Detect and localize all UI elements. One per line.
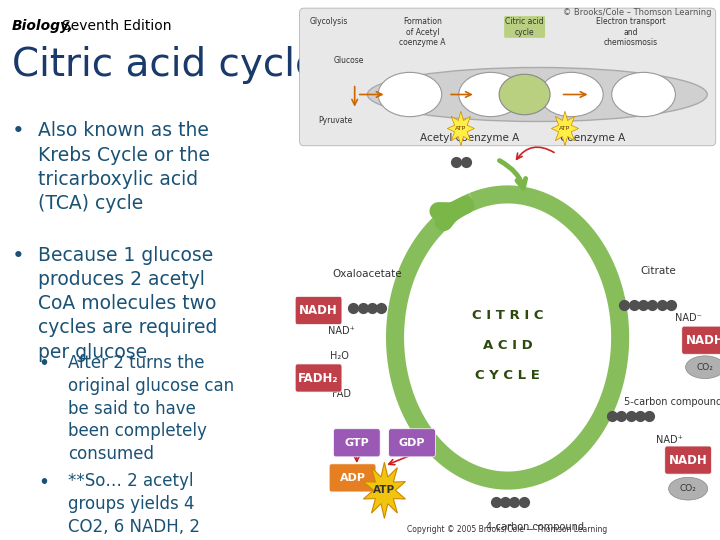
Point — [490, 498, 501, 507]
Text: FAD: FAD — [333, 389, 351, 399]
Point — [625, 411, 636, 420]
Ellipse shape — [459, 72, 523, 117]
FancyBboxPatch shape — [389, 429, 436, 457]
Point — [606, 411, 618, 420]
Ellipse shape — [612, 72, 675, 117]
FancyBboxPatch shape — [333, 429, 380, 457]
Point — [616, 411, 627, 420]
Text: NADH: NADH — [685, 334, 720, 347]
Point — [634, 411, 646, 420]
Ellipse shape — [367, 68, 707, 122]
Text: Oxaloacetate: Oxaloacetate — [333, 269, 402, 279]
Text: C Y C L E: C Y C L E — [475, 369, 540, 382]
Polygon shape — [364, 462, 405, 518]
Text: Copyright © 2005 Brooks/Cole — Thomson Learning: Copyright © 2005 Brooks/Cole — Thomson L… — [408, 524, 608, 534]
Point — [644, 411, 655, 420]
Point — [656, 301, 667, 309]
Point — [665, 301, 677, 309]
Point — [499, 498, 510, 507]
Point — [348, 303, 359, 312]
Point — [637, 301, 649, 309]
FancyBboxPatch shape — [329, 464, 376, 492]
Text: NAD⁻: NAD⁻ — [675, 313, 701, 323]
Point — [357, 303, 369, 312]
Ellipse shape — [499, 74, 550, 115]
Text: NAD⁺: NAD⁺ — [656, 435, 683, 445]
Text: FADH₂: FADH₂ — [298, 372, 339, 384]
Text: •: • — [12, 246, 24, 266]
Text: Glycolysis: Glycolysis — [310, 17, 348, 26]
Text: After 2 turns the
original glucose can
be said to have
been completely
consumed: After 2 turns the original glucose can b… — [68, 354, 234, 463]
Ellipse shape — [539, 72, 603, 117]
Text: ATP: ATP — [374, 485, 395, 495]
Text: NAD⁺: NAD⁺ — [328, 326, 356, 336]
Polygon shape — [552, 111, 579, 146]
Text: ADP: ADP — [340, 473, 366, 483]
Text: Electron transport
and
chemiosmosis: Electron transport and chemiosmosis — [596, 17, 666, 47]
Text: Seventh Edition: Seventh Edition — [62, 19, 171, 33]
Text: ATP: ATP — [455, 126, 467, 131]
Text: CO₂: CO₂ — [697, 363, 714, 372]
FancyBboxPatch shape — [682, 326, 720, 354]
Text: 5-carbon compound: 5-carbon compound — [624, 397, 720, 407]
Point — [628, 301, 639, 309]
FancyBboxPatch shape — [665, 446, 711, 474]
Polygon shape — [447, 111, 474, 146]
Text: H₂O: H₂O — [330, 351, 349, 361]
Ellipse shape — [669, 477, 708, 500]
Ellipse shape — [378, 72, 442, 117]
Point — [460, 158, 472, 166]
Text: Biology,: Biology, — [12, 19, 74, 33]
Text: NADH: NADH — [669, 454, 708, 467]
Text: GTP: GTP — [344, 438, 369, 448]
Text: A C I D: A C I D — [482, 339, 533, 352]
FancyBboxPatch shape — [300, 8, 716, 146]
Text: CO₂: CO₂ — [680, 484, 696, 493]
Point — [366, 303, 378, 312]
Text: Citrate: Citrate — [641, 266, 676, 276]
FancyBboxPatch shape — [295, 364, 342, 392]
Text: 4-carbon compound: 4-carbon compound — [486, 522, 584, 531]
Text: Formation
of Acetyl
coenzyme A: Formation of Acetyl coenzyme A — [400, 17, 446, 47]
Point — [647, 301, 658, 309]
Text: •: • — [38, 472, 50, 491]
Text: Coenzyme A: Coenzyme A — [560, 133, 625, 143]
Point — [518, 498, 529, 507]
Point — [508, 498, 520, 507]
Ellipse shape — [685, 356, 720, 379]
Point — [376, 303, 387, 312]
Text: NADH: NADH — [300, 304, 338, 317]
Point — [618, 301, 630, 309]
Text: Citric acid cycle: Citric acid cycle — [12, 46, 319, 84]
FancyBboxPatch shape — [295, 296, 342, 325]
Text: © Brooks/Cole – Thomson Learning: © Brooks/Cole – Thomson Learning — [563, 8, 711, 17]
Text: •: • — [38, 354, 50, 373]
Text: Acetyl coenzyme A: Acetyl coenzyme A — [420, 133, 519, 143]
Text: Also known as the
Krebs Cycle or the
tricarboxylic acid
(TCA) cycle: Also known as the Krebs Cycle or the tri… — [38, 122, 210, 213]
Text: Because 1 glucose
produces 2 acetyl
CoA molecules two
cycles are required
per gl: Because 1 glucose produces 2 acetyl CoA … — [38, 246, 217, 362]
Text: ATP: ATP — [559, 126, 570, 131]
Text: •: • — [12, 122, 24, 141]
Text: C I T R I C: C I T R I C — [472, 309, 544, 322]
Text: Pyruvate: Pyruvate — [318, 116, 353, 125]
Point — [451, 158, 462, 166]
Text: Citric acid
cycle: Citric acid cycle — [505, 17, 544, 37]
Text: Glucose: Glucose — [333, 56, 364, 65]
Text: GDP: GDP — [399, 438, 426, 448]
Text: **So… 2 acetyl
groups yields 4
CO2, 6 NADH, 2
FADH2, 2 ATP: **So… 2 acetyl groups yields 4 CO2, 6 NA… — [68, 472, 200, 540]
